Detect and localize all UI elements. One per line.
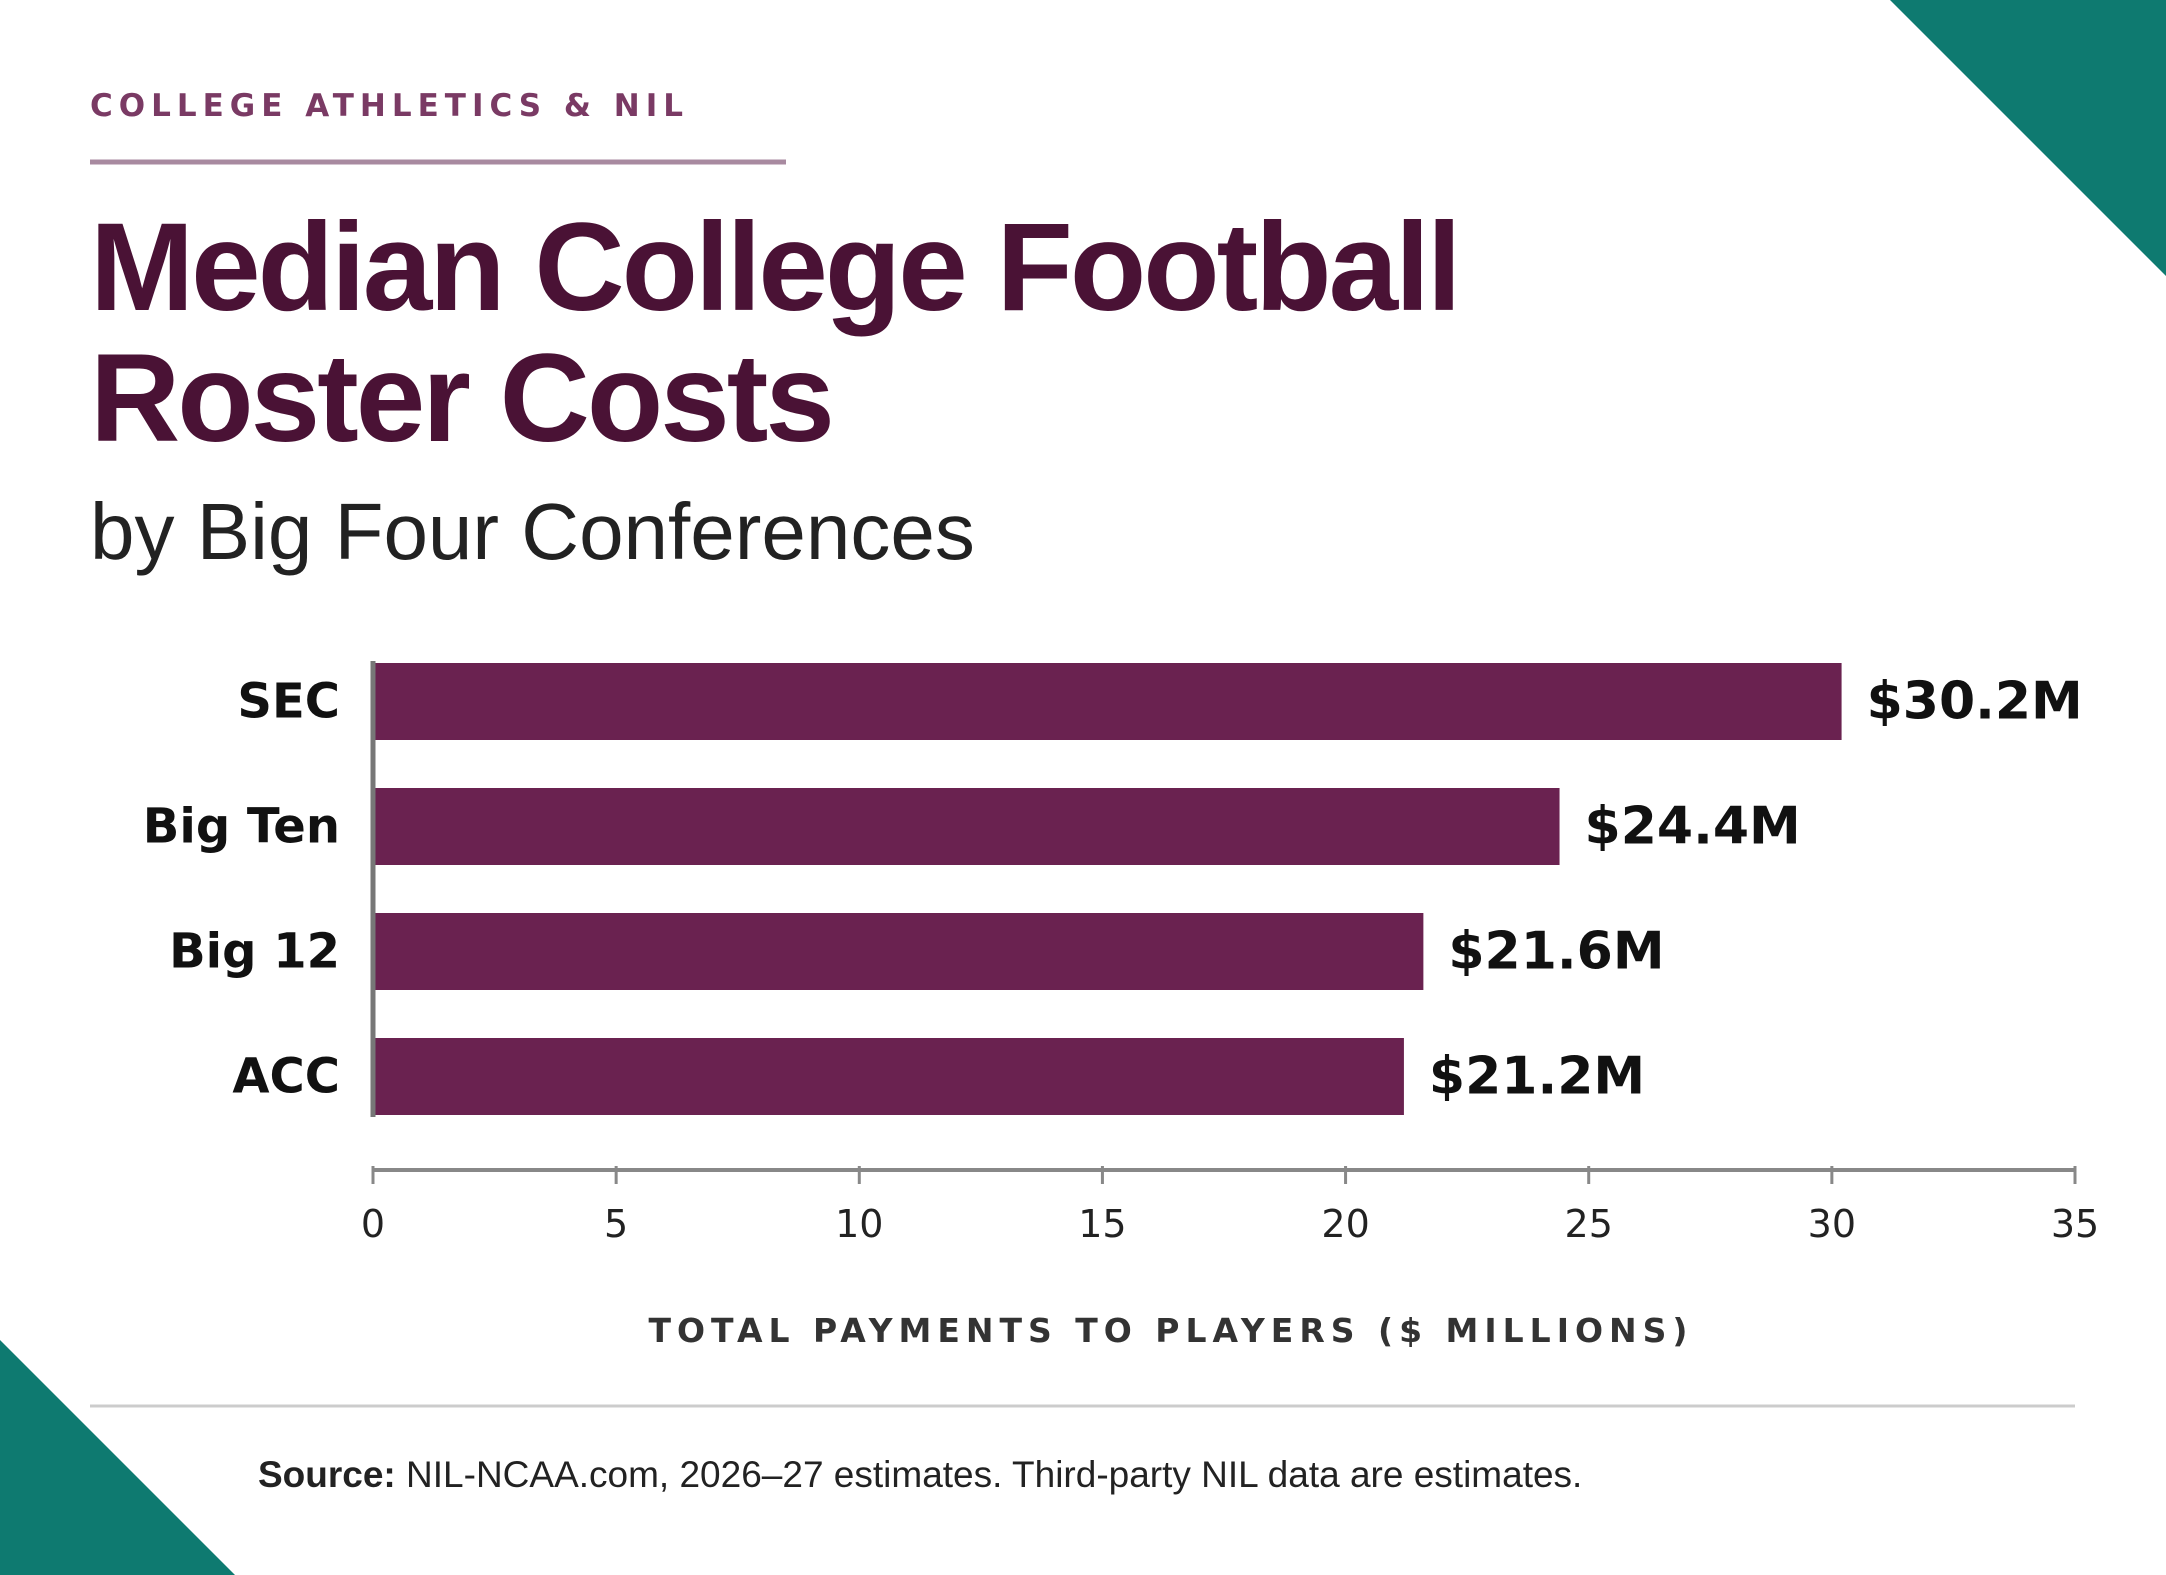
bar <box>373 913 1424 990</box>
kicker: COLLEGE ATHLETICS & NIL <box>90 88 689 124</box>
x-axis-title: TOTAL PAYMENTS TO PLAYERS ($ MILLIONS) <box>648 1311 1693 1350</box>
corner-decoration <box>0 1340 235 1575</box>
x-tick-label: 20 <box>1321 1202 1369 1246</box>
bar <box>373 1038 1404 1115</box>
value-label: $21.6M <box>1448 922 1664 982</box>
y-tick-label: Big 12 <box>169 924 340 980</box>
bar <box>373 663 1842 740</box>
x-tick-label: 5 <box>604 1202 628 1246</box>
value-label: $21.2M <box>1429 1047 1645 1107</box>
subtitle: by Big Four Conferences <box>90 487 975 576</box>
source-label: Source: <box>258 1454 396 1495</box>
x-tick-label: 0 <box>361 1202 385 1246</box>
x-tick-label: 35 <box>2051 1202 2099 1246</box>
corner-decoration <box>1890 0 2166 276</box>
value-label: $30.2M <box>1867 672 2083 732</box>
y-tick-label: SEC <box>237 674 340 730</box>
x-tick-label: 30 <box>1808 1202 1856 1246</box>
x-tick-label: 10 <box>835 1202 883 1246</box>
y-tick-label: ACC <box>232 1049 340 1105</box>
source-note: Source: NIL-NCAA.com, 2026–27 estimates.… <box>258 1454 1582 1495</box>
x-tick-label: 25 <box>1565 1202 1613 1246</box>
y-tick-label: Big Ten <box>143 799 340 855</box>
x-tick-label: 15 <box>1078 1202 1126 1246</box>
chart-title: Median College Football Roster Costs <box>90 198 1462 468</box>
source-text: NIL-NCAA.com, 2026–27 estimates. Third-p… <box>406 1454 1582 1495</box>
bar <box>373 788 1560 865</box>
value-label: $24.4M <box>1585 797 1801 857</box>
